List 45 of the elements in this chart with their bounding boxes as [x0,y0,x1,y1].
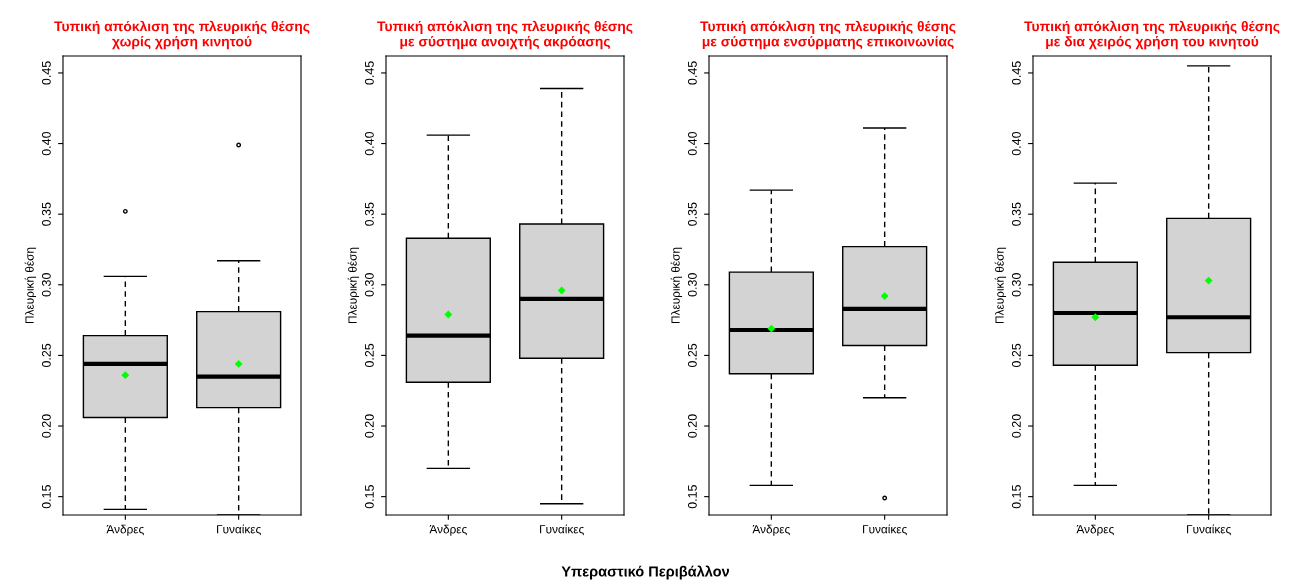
y-tick-label: 0.40 [364,131,374,156]
y-tick-label: 0.45 [687,61,697,85]
y-tick-label: 0.20 [41,414,51,438]
y-tick-label: 0.15 [687,485,697,509]
x-tick-label: Γυναίκες [1187,524,1231,536]
y-tick-label: 0.40 [41,131,51,156]
y-tick-label: 0.25 [687,343,697,368]
y-tick-label: 0.15 [364,485,374,509]
chart-title: Τυπική απόκλιση της πλευρικής θέσης με δια χειρός χρήση του κινητού [1024,20,1280,50]
x-tick-label: Γυναίκες [540,524,584,536]
x-tick-label: Άνδρες [429,524,467,536]
y-tick-label: 0.15 [1011,485,1021,509]
x-tick-label: Άνδρες [752,524,790,536]
y-tick-label: 0.35 [364,202,374,226]
y-tick-label: 0.30 [364,273,374,297]
y-tick-label: 0.25 [41,343,51,368]
chart-title: Τυπική απόκλιση της πλευρικής θέσης με σύστημα ανοιχτής ακρόασης [377,20,633,50]
chart-title: Τυπική απόκλιση της πλευρικής θέσης με σύστημα ενσύρματης επικοινωνίας [700,20,956,50]
y-tick-label: 0.15 [41,485,51,509]
y-tick-label: 0.35 [1011,202,1021,226]
y-tick-label: 0.20 [1011,414,1021,438]
y-tick-label: 0.40 [1011,131,1021,156]
y-axis-title: Πλευρική θέση [670,247,683,323]
y-tick-label: 0.35 [41,202,51,226]
x-tick-label: Άνδρες [106,524,144,536]
y-tick-label: 0.45 [41,61,51,85]
y-tick-label: 0.30 [1011,273,1021,297]
x-tick-label: Γυναίκες [863,524,907,536]
y-tick-label: 0.20 [364,414,374,438]
x-tick-label: Άνδρες [1076,524,1114,536]
y-axis-title: Πλευρική θέση [347,247,360,323]
y-tick-label: 0.30 [41,273,51,297]
y-axis-title: Πλευρική θέση [24,247,37,323]
y-tick-label: 0.30 [687,273,697,297]
y-tick-label: 0.25 [1011,343,1021,368]
x-tick-label: Γυναίκες [217,524,261,536]
y-tick-label: 0.45 [1011,61,1021,85]
x-axis-title: Υπεραστικό Περιβάλλον [561,565,730,580]
y-tick-label: 0.35 [687,202,697,226]
y-axis-title: Πλευρική θέση [994,247,1007,323]
y-tick-label: 0.25 [364,343,374,368]
y-tick-label: 0.45 [364,61,374,85]
y-tick-label: 0.40 [687,131,697,156]
chart-title: Τυπική απόκλιση της πλευρικής θέσης χωρίς χρήση κινητού [54,20,310,50]
y-tick-label: 0.20 [687,414,697,438]
